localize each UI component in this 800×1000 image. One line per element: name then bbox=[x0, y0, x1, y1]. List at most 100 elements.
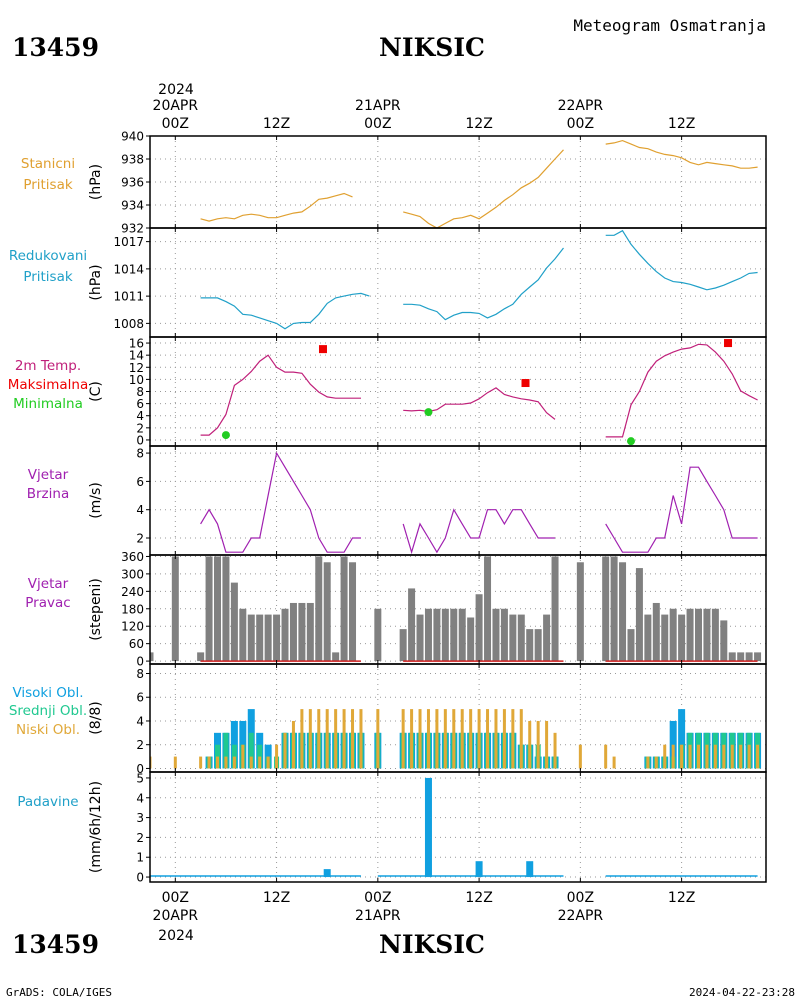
low-cloud-bar bbox=[469, 709, 473, 769]
top-hour-label: 00Z bbox=[567, 116, 594, 132]
temperature-frame bbox=[149, 336, 767, 447]
y-tick-label: 932 bbox=[121, 222, 144, 236]
y-tick-label: 940 bbox=[121, 130, 144, 144]
wind-direction-bar bbox=[239, 608, 247, 662]
wind-direction-bar bbox=[450, 608, 458, 662]
min-temp-marker bbox=[424, 408, 433, 417]
y-tick-label: 6 bbox=[136, 475, 144, 489]
low-cloud-bar bbox=[604, 744, 608, 769]
y-tick-label: 5 bbox=[136, 771, 144, 785]
low-cloud-bar bbox=[325, 709, 329, 769]
y-tick-label: 4 bbox=[136, 791, 144, 805]
low-cloud-bar bbox=[173, 756, 177, 769]
wind-direction-bar bbox=[652, 602, 660, 662]
low-cloud-bar bbox=[713, 744, 717, 769]
low-cloud-bar bbox=[722, 744, 726, 769]
credit-label: GrADS: COLA/IGES bbox=[6, 986, 112, 999]
wind-direction-bar bbox=[703, 608, 711, 662]
low-cloud-bar bbox=[258, 756, 262, 769]
low-cloud-bar bbox=[207, 756, 211, 769]
y-tick-label: 0 bbox=[136, 433, 144, 447]
wind-direction-bar bbox=[424, 608, 432, 662]
station-name-top: NIKSIC bbox=[379, 33, 485, 62]
wind-direction-bar bbox=[627, 629, 635, 662]
y-tick-label: 934 bbox=[121, 199, 144, 213]
bottom-year-label: 2024 bbox=[158, 928, 194, 944]
y-tick-label: 180 bbox=[121, 602, 144, 616]
y-tick-label: 1017 bbox=[113, 235, 144, 249]
wind-direction-bar bbox=[610, 556, 618, 662]
wind-direction-bar bbox=[602, 556, 610, 662]
station_pressure-panel-label: Stanicni bbox=[21, 156, 75, 172]
wind-direction-bar bbox=[526, 629, 534, 662]
low-cloud-bar bbox=[663, 744, 667, 769]
y-tick-label: 60 bbox=[129, 637, 144, 651]
reduced_pressure-series-line bbox=[605, 229, 758, 291]
wind-direction-bar bbox=[416, 614, 424, 662]
wind-direction-bar bbox=[678, 614, 686, 662]
station_pressure-series-line bbox=[403, 149, 564, 228]
wind-direction-bar bbox=[576, 562, 584, 662]
wind-direction-bar bbox=[298, 602, 306, 662]
bottom-hour-label: 00Z bbox=[162, 890, 189, 906]
low-cloud-bar bbox=[730, 744, 734, 769]
low-cloud-bar bbox=[578, 744, 582, 769]
low-cloud-bar bbox=[671, 744, 675, 769]
y-tick-label: 10 bbox=[129, 373, 144, 387]
y-tick-label: 8 bbox=[136, 447, 144, 461]
timestamp-label: 2024-04-22-23:28 bbox=[689, 986, 795, 999]
y-tick-label: 936 bbox=[121, 176, 144, 190]
reduced_pressure-plot-area bbox=[150, 228, 766, 337]
low-cloud-bar bbox=[494, 709, 498, 769]
low-cloud-bar bbox=[502, 709, 506, 769]
top-hour-label: 12Z bbox=[263, 116, 290, 132]
low-cloud-bar bbox=[224, 756, 228, 769]
wind-direction-bar bbox=[374, 608, 382, 662]
precip-bar bbox=[475, 861, 483, 878]
max-temp-marker bbox=[318, 345, 327, 354]
wind_speed-series-line bbox=[402, 508, 555, 555]
low-cloud-bar bbox=[477, 709, 481, 769]
wind-direction-bar bbox=[694, 608, 702, 662]
y-tick-label: 8 bbox=[136, 385, 144, 399]
wind-direction-bar bbox=[171, 556, 179, 662]
low-cloud-bar bbox=[460, 709, 464, 769]
bottom-hour-label: 12Z bbox=[668, 890, 695, 906]
reduced_pressure-series-line bbox=[200, 292, 370, 330]
station_pressure-panel-label: Pritisak bbox=[23, 177, 73, 193]
clouds-panel-label: Srednji Obl. bbox=[9, 703, 87, 719]
low-cloud-bar bbox=[545, 720, 549, 769]
precip-bar bbox=[323, 869, 331, 878]
precip-unit-label: (mm/6h/12h) bbox=[88, 781, 104, 873]
wind_speed-panel-label: Brzina bbox=[27, 486, 69, 502]
wind-direction-bar bbox=[484, 556, 492, 662]
y-tick-label: 4 bbox=[136, 503, 144, 517]
reduced_pressure-panel-label: Pritisak bbox=[23, 269, 73, 285]
wind-direction-bar bbox=[273, 614, 281, 662]
wind-direction-bar bbox=[517, 614, 525, 662]
low-cloud-bar bbox=[410, 709, 414, 769]
y-tick-label: 938 bbox=[121, 153, 144, 167]
low-cloud-bar bbox=[511, 709, 515, 769]
low-cloud-bar bbox=[300, 709, 304, 769]
low-cloud-bar bbox=[351, 709, 355, 769]
top-day-label: 21APR bbox=[355, 98, 401, 114]
precip-bar bbox=[526, 861, 534, 878]
low-cloud-bar bbox=[418, 709, 422, 769]
wind-direction-bar bbox=[315, 556, 323, 662]
reduced_pressure-panel-label: Redukovani bbox=[9, 248, 87, 264]
y-tick-label: 0 bbox=[136, 871, 144, 885]
min-temp-marker bbox=[221, 431, 230, 440]
wind-direction-bar bbox=[458, 608, 466, 662]
temperature-series-line bbox=[200, 354, 361, 436]
wind-direction-bar bbox=[509, 614, 517, 662]
y-tick-label: 0 bbox=[136, 655, 144, 669]
low-cloud-bar bbox=[739, 744, 743, 769]
wind-direction-bar bbox=[644, 614, 652, 662]
wind-direction-bar bbox=[289, 602, 297, 662]
wind-direction-bar bbox=[711, 608, 719, 662]
top-hour-label: 00Z bbox=[162, 116, 189, 132]
wind-direction-bar bbox=[441, 608, 449, 662]
